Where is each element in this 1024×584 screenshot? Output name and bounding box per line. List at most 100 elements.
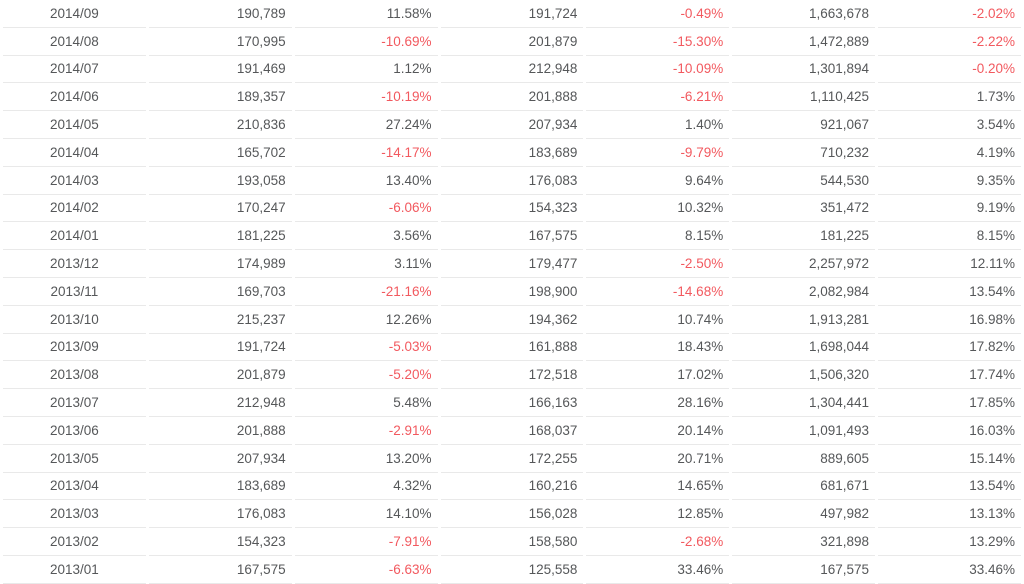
table-row: 2013/03 176,083 14.10% 156,028 12.85% 497,982… — [3, 500, 1021, 529]
value-cell: 207,934 — [148, 444, 292, 473]
value-cell: -21.16% — [294, 277, 438, 306]
value-cell: 1,472,889 — [732, 27, 876, 56]
value-cell: 166,163 — [440, 389, 584, 417]
month-cell: 2014/07 — [3, 55, 146, 84]
value-cell: 125,558 — [440, 555, 584, 584]
month-cell: 2013/10 — [3, 305, 146, 334]
value-cell: 215,237 — [148, 305, 292, 334]
value-cell: 9.35% — [878, 166, 1021, 195]
value-cell: 1,913,281 — [732, 305, 876, 334]
value-cell: -10.19% — [294, 83, 438, 112]
value-cell: 207,934 — [440, 111, 584, 139]
value-cell: 190,789 — [148, 0, 292, 28]
value-cell: 710,232 — [732, 138, 876, 167]
value-cell: 9.19% — [878, 194, 1021, 223]
value-cell: -9.79% — [586, 138, 730, 167]
value-cell: 15.14% — [878, 444, 1021, 473]
table-row: 2013/09 191,724 -5.03% 161,888 18.43% 1,698,0… — [3, 333, 1021, 362]
value-cell: -2.02% — [878, 0, 1021, 28]
value-cell: 167,575 — [148, 555, 292, 584]
value-cell: 16.98% — [878, 305, 1021, 334]
month-cell: 2014/04 — [3, 138, 146, 167]
value-cell: 1.73% — [878, 83, 1021, 112]
month-cell: 2013/12 — [3, 250, 146, 278]
table-row: 2014/06 189,357 -10.19% 201,888 -6.21% 1,110,… — [3, 83, 1021, 112]
value-cell: 20.71% — [586, 444, 730, 473]
value-cell: 1,304,441 — [732, 389, 876, 417]
value-cell: -5.03% — [294, 333, 438, 362]
value-cell: 201,888 — [148, 416, 292, 445]
table-row: 2014/04 165,702 -14.17% 183,689 -9.79% 710,23… — [3, 138, 1021, 167]
month-cell: 2013/07 — [3, 389, 146, 417]
value-cell: 321,898 — [732, 528, 876, 556]
value-cell: 174,989 — [148, 250, 292, 278]
table-row: 2014/09 190,789 11.58% 191,724 -0.49% 1,663,6… — [3, 0, 1021, 28]
value-cell: 10.32% — [586, 194, 730, 223]
month-cell: 2014/08 — [3, 27, 146, 56]
value-cell: 5.48% — [294, 389, 438, 417]
value-cell: 12.26% — [294, 305, 438, 334]
value-cell: 13.13% — [878, 500, 1021, 529]
value-cell: 193,058 — [148, 166, 292, 195]
value-cell: 181,225 — [148, 222, 292, 251]
month-cell: 2014/09 — [3, 0, 146, 28]
value-cell: 167,575 — [440, 222, 584, 251]
value-cell: -2.22% — [878, 27, 1021, 56]
value-cell: 183,689 — [148, 472, 292, 501]
value-cell: 10.74% — [586, 305, 730, 334]
month-cell: 2013/03 — [3, 500, 146, 529]
table-row: 2013/04 183,689 4.32% 160,216 14.65% 681,671 1… — [3, 472, 1021, 501]
value-cell: -2.68% — [586, 528, 730, 556]
value-cell: 201,879 — [148, 361, 292, 390]
month-cell: 2014/06 — [3, 83, 146, 112]
value-cell: 191,724 — [440, 0, 584, 28]
value-cell: 194,362 — [440, 305, 584, 334]
value-cell: 13.54% — [878, 277, 1021, 306]
table-row: 2013/01 167,575 -6.63% 125,558 33.46% 167,575… — [3, 555, 1021, 584]
value-cell: 156,028 — [440, 500, 584, 529]
month-cell: 2013/09 — [3, 333, 146, 362]
value-cell: 1,663,678 — [732, 0, 876, 28]
value-cell: 28.16% — [586, 389, 730, 417]
value-cell: 154,323 — [440, 194, 584, 223]
value-cell: 12.85% — [586, 500, 730, 529]
table-row: 2014/07 191,469 1.12% 212,948 -10.09% 1,301,8… — [3, 55, 1021, 84]
value-cell: 17.85% — [878, 389, 1021, 417]
value-cell: 168,037 — [440, 416, 584, 445]
table-row: 2014/01 181,225 3.56% 167,575 8.15% 181,225 8.… — [3, 222, 1021, 251]
value-cell: 33.46% — [878, 555, 1021, 584]
month-cell: 2013/04 — [3, 472, 146, 501]
value-cell: 12.11% — [878, 250, 1021, 278]
value-cell: -7.91% — [294, 528, 438, 556]
month-cell: 2013/01 — [3, 555, 146, 584]
value-cell: 2,257,972 — [732, 250, 876, 278]
value-cell: -0.20% — [878, 55, 1021, 84]
value-cell: 20.14% — [586, 416, 730, 445]
value-cell: 11.58% — [294, 0, 438, 28]
value-cell: 165,702 — [148, 138, 292, 167]
value-cell: -5.20% — [294, 361, 438, 390]
month-cell: 2014/02 — [3, 194, 146, 223]
value-cell: 17.02% — [586, 361, 730, 390]
value-cell: 169,703 — [148, 277, 292, 306]
value-cell: 170,995 — [148, 27, 292, 56]
value-cell: -6.21% — [586, 83, 730, 112]
value-cell: 1.40% — [586, 111, 730, 139]
value-cell: 17.82% — [878, 333, 1021, 362]
value-cell: 1.12% — [294, 55, 438, 84]
value-cell: 161,888 — [440, 333, 584, 362]
value-cell: 17.74% — [878, 361, 1021, 390]
value-cell: 191,724 — [148, 333, 292, 362]
value-cell: 176,083 — [440, 166, 584, 195]
value-cell: 13.54% — [878, 472, 1021, 501]
value-cell: 27.24% — [294, 111, 438, 139]
value-cell: 1,506,320 — [732, 361, 876, 390]
table-row: 2014/03 193,058 13.40% 176,083 9.64% 544,530 9… — [3, 166, 1021, 195]
value-cell: 16.03% — [878, 416, 1021, 445]
value-cell: 201,888 — [440, 83, 584, 112]
value-cell: 13.40% — [294, 166, 438, 195]
value-cell: 13.20% — [294, 444, 438, 473]
value-cell: 681,671 — [732, 472, 876, 501]
value-cell: 4.19% — [878, 138, 1021, 167]
